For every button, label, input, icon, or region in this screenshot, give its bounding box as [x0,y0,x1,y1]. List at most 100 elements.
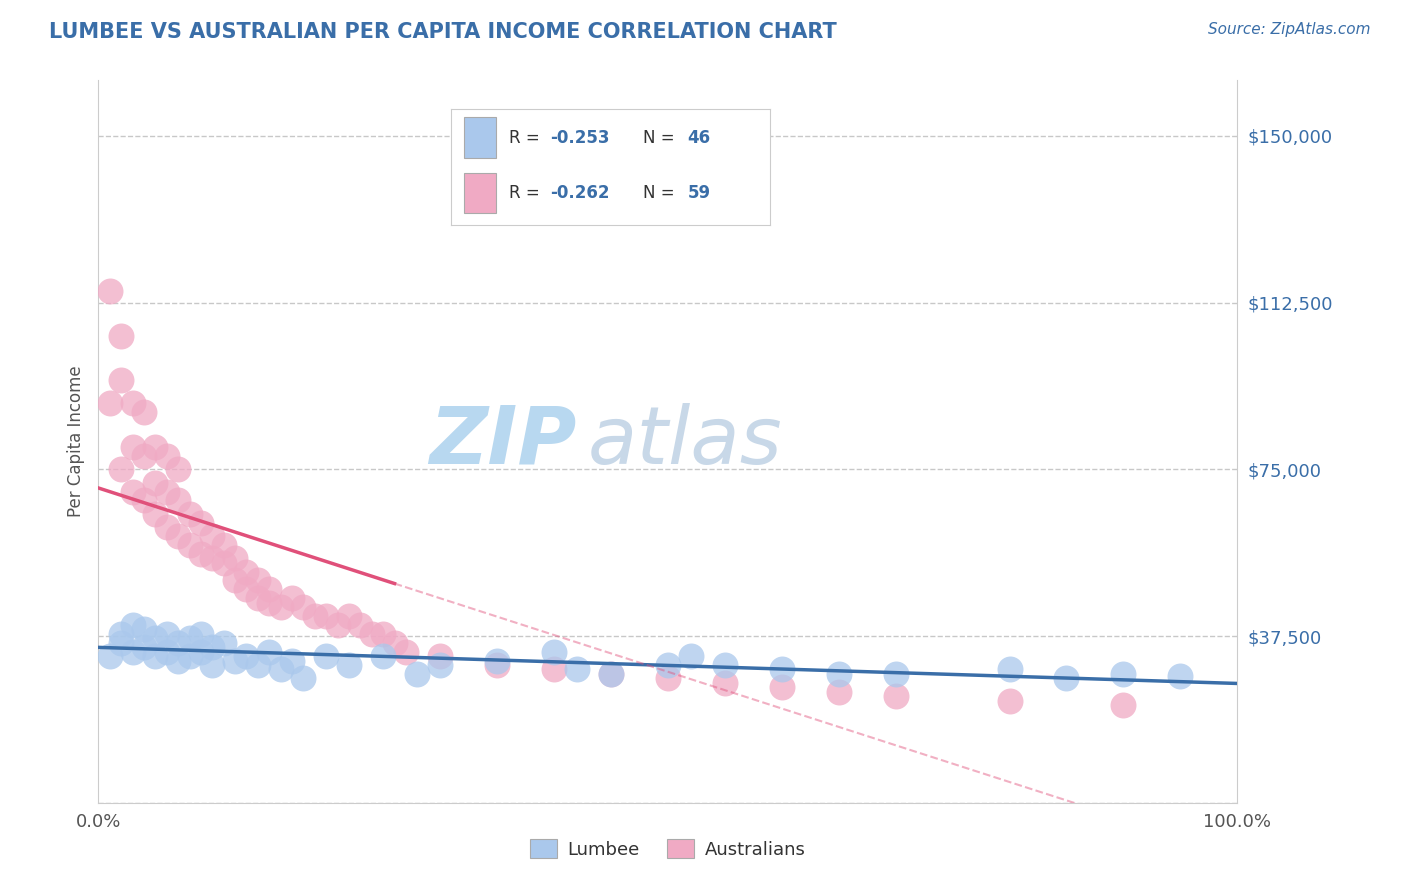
Point [156,449,179,463]
Point [132,449,155,463]
Point [212,538,235,552]
Point [281,653,304,667]
Point [315,609,337,624]
Point [167,493,190,508]
Point [132,493,155,508]
Point [384,636,406,650]
Point [486,653,509,667]
Point [828,666,851,681]
Point [201,640,224,655]
Point [121,484,143,499]
Point [110,373,132,387]
Point [156,627,179,641]
Point [224,653,246,667]
Point [349,618,371,632]
Point [304,609,326,624]
Point [315,649,337,664]
Point [201,657,224,672]
Point [110,636,132,650]
Point [884,666,907,681]
Point [270,662,292,676]
Point [600,666,623,681]
Point [543,645,565,659]
Point [110,462,132,476]
Text: Source: ZipAtlas.com: Source: ZipAtlas.com [1208,22,1371,37]
Point [132,623,155,637]
Point [167,653,190,667]
Point [145,632,167,646]
Point [1170,669,1192,683]
Point [235,582,257,597]
Point [270,600,292,615]
Point [179,649,201,664]
Point [167,529,190,543]
Point [190,627,212,641]
Point [201,551,224,566]
Point [224,551,246,566]
Point [259,645,281,659]
Text: LUMBEE VS AUSTRALIAN PER CAPITA INCOME CORRELATION CHART: LUMBEE VS AUSTRALIAN PER CAPITA INCOME C… [49,22,837,42]
Point [145,475,167,490]
Point [679,649,702,664]
Point [179,507,201,521]
Point [395,645,418,659]
Point [98,649,121,664]
Point [235,649,257,664]
Point [121,395,143,409]
Point [828,684,851,698]
Point [132,640,155,655]
Point [371,627,394,641]
Point [190,516,212,530]
Point [770,662,793,676]
Point [156,520,179,534]
Point [212,556,235,570]
Point [259,582,281,597]
Point [246,591,269,606]
Point [884,689,907,703]
Point [224,574,246,588]
Point [429,649,451,664]
Point [998,693,1021,707]
Point [714,675,737,690]
Point [259,596,281,610]
Text: atlas: atlas [588,402,783,481]
Point [337,657,360,672]
Point [281,591,304,606]
Point [132,404,155,418]
Point [406,666,429,681]
Point [486,657,509,672]
Point [121,645,143,659]
Text: ZIP: ZIP [429,402,576,481]
Point [326,618,349,632]
Point [714,657,737,672]
Point [121,440,143,454]
Point [156,645,179,659]
Point [145,440,167,454]
Point [565,662,588,676]
Point [292,600,315,615]
Point [235,565,257,579]
Point [98,395,121,409]
Point [657,657,679,672]
Point [156,484,179,499]
Point [246,657,269,672]
Point [292,671,315,685]
Point [190,645,212,659]
Point [657,671,679,685]
Point [167,462,190,476]
Point [1112,698,1135,712]
Point [246,574,269,588]
Point [110,329,132,343]
Point [998,662,1021,676]
Point [121,618,143,632]
Point [543,662,565,676]
Point [770,680,793,694]
Point [360,627,382,641]
Point [98,285,121,299]
Point [190,547,212,561]
Point [212,636,235,650]
Point [429,657,451,672]
Point [600,666,623,681]
Point [179,538,201,552]
Point [145,507,167,521]
